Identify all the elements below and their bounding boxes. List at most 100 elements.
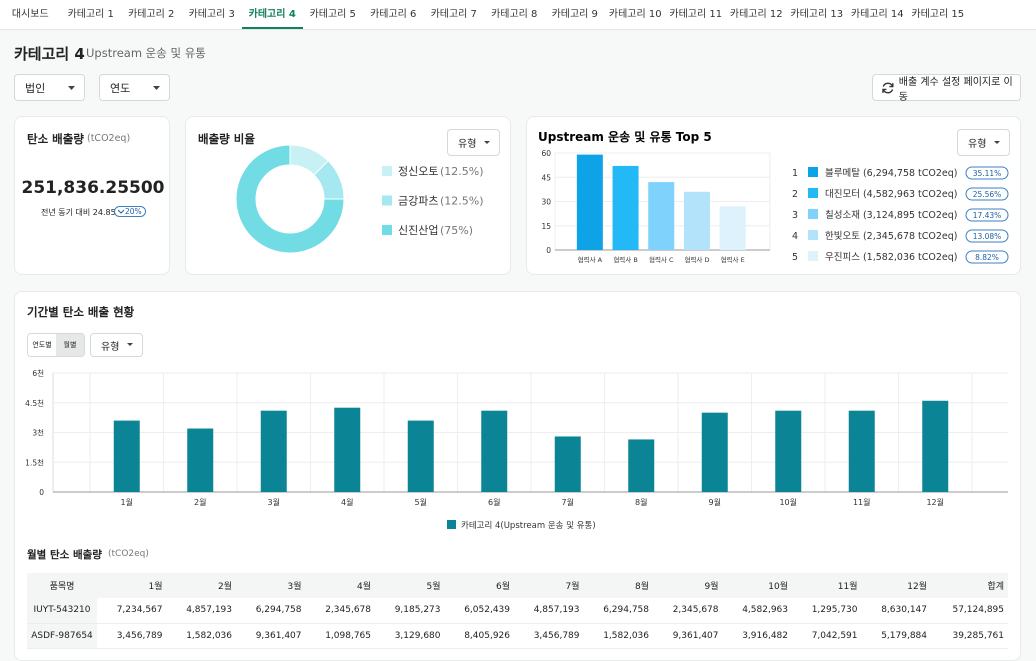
- settings-button[interactable]: 배출 계수 설정 페이지로 이동: [872, 74, 1021, 103]
- filter-dropdown[interactable]: 법인: [14, 74, 85, 101]
- bar: [612, 165, 639, 250]
- legend-value: (12.5%): [440, 195, 484, 208]
- x-tick-label: 5월: [415, 497, 427, 507]
- legend-swatch: [447, 520, 456, 529]
- x-tick-label: 1월: [121, 497, 133, 507]
- dropdown-label: 유형: [968, 139, 987, 150]
- tab[interactable]: 카테고리 2: [128, 9, 175, 20]
- column-header: 품목명: [49, 582, 75, 592]
- emission-card: 탄소 배출량 (tCO2eq) 251,836.25500 전년 동기 대비 2…: [14, 116, 170, 275]
- column-header: 2월: [217, 582, 232, 592]
- table-cell: 39,285,761: [952, 630, 1004, 641]
- filter-dropdown[interactable]: 연도: [99, 74, 170, 101]
- type-dropdown[interactable]: 유형: [957, 129, 1010, 156]
- y-tick-label: 3천: [32, 428, 44, 438]
- x-tick-label: 4월: [341, 497, 353, 507]
- share-badge: [965, 208, 1009, 222]
- down-arrow-icon: [117, 209, 125, 214]
- tab[interactable]: 카테고리 11: [669, 9, 723, 20]
- x-tick-label: 3월: [268, 497, 280, 507]
- chevron-icon: [68, 85, 75, 90]
- tab[interactable]: 카테고리 13: [790, 9, 844, 20]
- x-tick-label: 9월: [709, 497, 721, 507]
- rank-swatch: [808, 188, 818, 198]
- tab[interactable]: 카테고리 5: [309, 9, 356, 20]
- bar: [848, 410, 875, 492]
- share-value: 8.82%: [975, 253, 999, 262]
- x-tick-label: 협력사 A: [578, 255, 603, 264]
- period-card: 기간별 탄소 배출 현황 연도별 월별 유형 월별 탄소 배출량 (tCO2eq…: [14, 291, 1021, 661]
- tab[interactable]: 카테고리 6: [370, 9, 417, 20]
- share-badge: [965, 250, 1009, 264]
- table-header: 품목명 1월 2월 3월 4월 5월 6월 7월 8월 9월 10월 11월 12월 합계: [27, 573, 1008, 598]
- bar: [648, 182, 675, 250]
- bar: [701, 412, 728, 492]
- tab[interactable]: 카테고리 10: [608, 9, 662, 20]
- y-tick-label: 15: [541, 222, 551, 231]
- table-cell: 3,129,680: [394, 630, 441, 641]
- share-value: 35.11%: [973, 169, 1002, 178]
- share-badge: [965, 187, 1009, 201]
- table-cell: 1,582,036: [603, 630, 649, 641]
- table-cell: 7,042,591: [811, 630, 858, 641]
- legend-value: (75%): [440, 224, 473, 237]
- toggle-option[interactable]: 연도별: [28, 334, 56, 356]
- table-cell: 1,295,730: [811, 605, 858, 616]
- type-dropdown[interactable]: 유형: [447, 129, 500, 156]
- tab[interactable]: 카테고리 9: [551, 9, 598, 20]
- table-cell: 1,098,765: [325, 630, 371, 641]
- emission-value: 251,836.25500: [21, 178, 165, 198]
- dropdown-label: 유형: [458, 139, 477, 150]
- tab[interactable]: 카테고리 12: [729, 9, 783, 20]
- tab[interactable]: 대시보드: [11, 9, 49, 20]
- y-tick-label: 60: [541, 149, 551, 158]
- tab[interactable]: 카테고리 8: [491, 9, 538, 20]
- table-cell: 4,857,193: [533, 605, 580, 616]
- chart-title: Upstream 운송 및 유통 Top 5: [538, 129, 712, 144]
- column-header: 5월: [426, 582, 441, 592]
- table-cell: 7,234,567: [116, 605, 163, 616]
- tab[interactable]: 카테고리 15: [911, 9, 965, 20]
- table-cell: 6,052,439: [464, 605, 510, 616]
- type-dropdown[interactable]: 유형: [90, 333, 143, 357]
- chevron-icon: [484, 140, 490, 144]
- rank-number: 3: [792, 210, 798, 221]
- rank-number: 5: [792, 252, 798, 263]
- bar: [334, 407, 361, 492]
- bar: [775, 410, 802, 492]
- rank-number: 2: [792, 189, 798, 200]
- table-cell: 4,857,193: [186, 605, 232, 616]
- tab[interactable]: 카테고리 1: [67, 9, 114, 20]
- toggle-option[interactable]: 월별: [56, 334, 84, 356]
- y-tick-label: 45: [541, 173, 551, 182]
- card-unit: (tCO2eq): [87, 133, 131, 144]
- bar: [481, 410, 508, 492]
- rank-label: 칠성소재 (3,124,895 tCO2eq): [825, 210, 958, 221]
- tab[interactable]: 카테고리 3: [188, 9, 235, 20]
- table-cell: 8,630,147: [881, 605, 927, 616]
- bar: [576, 154, 603, 250]
- tab[interactable]: 카테고리 14: [850, 9, 904, 20]
- page-subtitle: Upstream 운송 및 유통: [86, 46, 206, 60]
- table-cell: 9,361,407: [672, 630, 719, 641]
- table-row: IUYT-543210 7,234,567 4,857,193 6,294,758 2,…: [27, 598, 1008, 623]
- rank-swatch: [808, 230, 818, 240]
- legend-label: 정신오토: [398, 165, 438, 178]
- tab[interactable]: 카테고리 7: [430, 9, 477, 20]
- x-tick-label: 12월: [926, 497, 944, 507]
- table-cell: 2,345,678: [325, 605, 371, 616]
- chevron-icon: [127, 343, 133, 346]
- column-header: 1월: [148, 582, 163, 592]
- card-title: 탄소 배출량: [27, 132, 84, 146]
- table-cell: 4,582,963: [742, 605, 788, 616]
- tab[interactable]: 카테고리 4: [242, 0, 303, 29]
- x-tick-label: 6월: [488, 497, 500, 507]
- top5-card: 유형: [526, 116, 1021, 275]
- y-tick-label: 30: [541, 198, 551, 207]
- table-cell: IUYT-543210: [27, 598, 97, 623]
- table-cell: 5,179,884: [881, 630, 927, 641]
- x-tick-label: 10월: [779, 497, 797, 507]
- rank-label: 한빛오토 (2,345,678 tCO2eq): [825, 231, 958, 242]
- bar: [407, 420, 434, 492]
